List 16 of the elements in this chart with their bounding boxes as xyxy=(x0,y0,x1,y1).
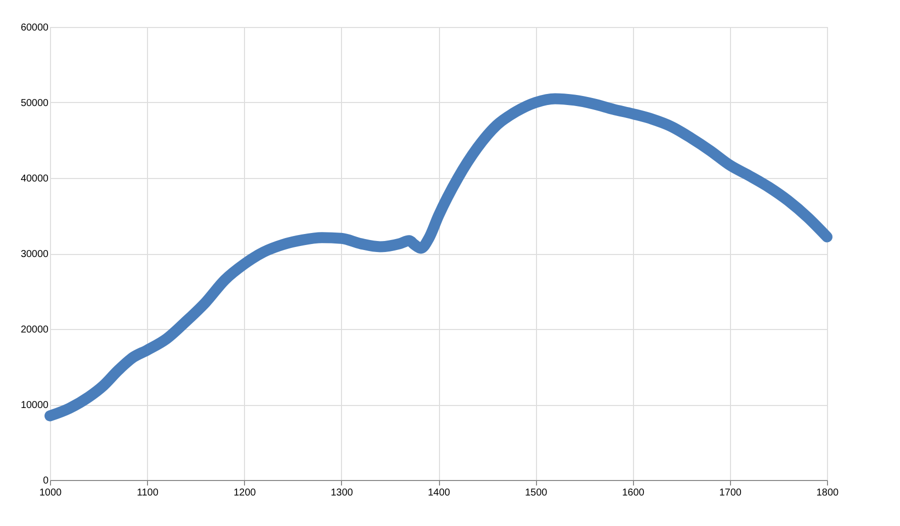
x-tick-label: 1100 xyxy=(136,488,159,498)
x-tick-label: 1400 xyxy=(428,488,451,498)
y-tick-label: 20000 xyxy=(20,324,49,336)
y-tick-label: 0 xyxy=(42,476,49,486)
y-tick-label: 40000 xyxy=(20,174,49,184)
x-tick-label: 1200 xyxy=(234,488,256,498)
y-tick-label: 50000 xyxy=(20,98,49,109)
x-tick-label: 1700 xyxy=(719,488,742,498)
x-tick-label: 1300 xyxy=(330,488,354,498)
x-tick-label: 1500 xyxy=(525,488,548,498)
x-tick-label: 1600 xyxy=(622,488,645,498)
y-tick-label: 60000 xyxy=(20,22,49,34)
x-tick-label: 1800 xyxy=(816,488,840,498)
x-tick-label: 1000 xyxy=(39,488,62,498)
y-tick-label: 30000 xyxy=(20,249,49,260)
y-tick-label: 10000 xyxy=(20,400,49,411)
